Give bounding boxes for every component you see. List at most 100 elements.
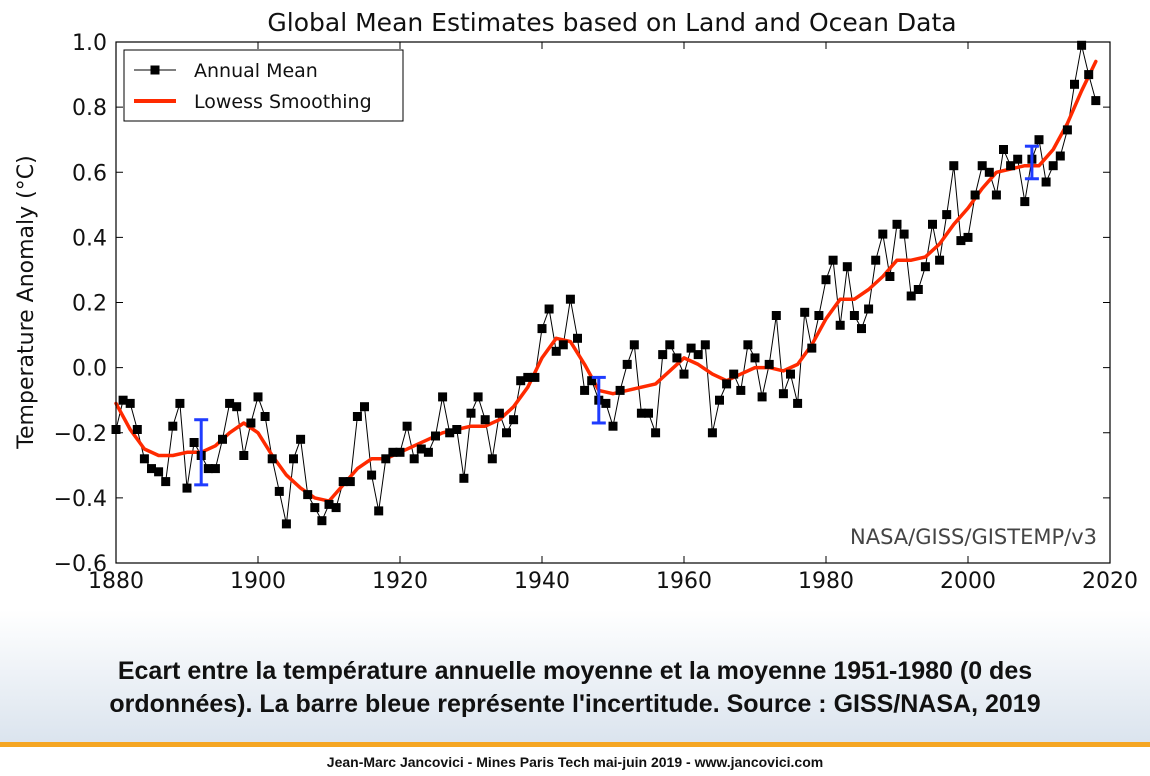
annual-mean-point (402, 421, 412, 431)
annual-mean-point (864, 304, 874, 314)
annual-mean-point (1055, 151, 1065, 161)
annual-mean-point (1020, 197, 1030, 207)
annual-mean-point (956, 236, 966, 246)
annual-mean-point (168, 421, 178, 431)
annual-mean-point (1034, 135, 1044, 145)
annual-mean-point (154, 467, 164, 477)
legend-box (123, 49, 404, 122)
annual-mean-point (821, 275, 831, 285)
legend-annual-label: Annual Mean (194, 60, 318, 82)
annual-mean-point (1077, 40, 1087, 50)
annual-mean-point (871, 255, 881, 265)
annual-mean-point (147, 464, 156, 474)
annual-mean-point (906, 291, 916, 301)
annual-mean-point (509, 415, 519, 425)
annual-mean-point (736, 385, 746, 395)
annual-mean-point (289, 454, 298, 464)
y-tick-label: −0.6 (54, 552, 107, 577)
annual-mean-point (551, 346, 561, 356)
annual-mean-point (857, 324, 866, 334)
annual-mean-point (636, 408, 646, 418)
annual-mean-point (310, 503, 320, 513)
annual-mean-point (892, 219, 902, 229)
annual-mean-point (729, 369, 739, 379)
annual-mean-point (452, 425, 462, 434)
annual-mean-point (317, 516, 327, 526)
annual-mean-point (1084, 70, 1094, 80)
annual-mean-point (175, 398, 185, 408)
uncertainty-bar (1024, 144, 1039, 181)
annual-mean-point (793, 398, 803, 408)
annual-mean-point (587, 376, 597, 386)
annual-mean-point (360, 402, 369, 412)
annual-mean-point (999, 145, 1008, 154)
annual-mean-point (494, 408, 504, 418)
chart-title: Global Mean Estimates based on Land and … (267, 8, 956, 37)
annual-mean-point (438, 392, 448, 402)
annual-mean-point (423, 447, 433, 457)
annual-mean-point (139, 454, 149, 464)
annual-mean-point (232, 402, 242, 412)
annual-mean-point (281, 519, 291, 529)
annual-mean-point (466, 408, 476, 418)
annual-mean-point (274, 486, 284, 496)
uncertainty-bar (591, 375, 606, 425)
x-tick-label: 1940 (514, 569, 570, 594)
annual-mean-point (828, 255, 838, 265)
annual-mean-point (445, 428, 455, 438)
y-tick-label: 0.2 (72, 292, 107, 317)
annual-mean-point (672, 353, 682, 363)
annual-mean-point (878, 229, 888, 239)
annual-mean-point (565, 294, 575, 304)
annual-mean-point (487, 454, 497, 464)
annual-mean-point (778, 389, 788, 399)
annual-mean-point (118, 395, 128, 405)
annual-mean-point (700, 340, 710, 350)
annual-mean-point (210, 464, 220, 474)
annual-mean-point (374, 506, 384, 516)
annual-mean-point (800, 307, 810, 317)
annual-mean-point (899, 229, 909, 239)
annual-mean-point (1048, 161, 1058, 171)
annual-mean-point (913, 285, 923, 294)
annual-mean-point (203, 464, 213, 474)
footer: Jean-Marc Jancovici - Mines Paris Tech m… (326, 754, 824, 770)
caption-band (0, 610, 1150, 742)
y-tick-label: −0.2 (54, 422, 107, 447)
x-tick-label: 2020 (1082, 569, 1138, 594)
annual-mean-point (679, 369, 689, 379)
annual-mean-point (260, 412, 270, 421)
annual-mean-point (1070, 79, 1079, 89)
plot-area (111, 40, 1101, 529)
y-tick-label: 0.8 (72, 96, 107, 121)
y-tick-label: 0.6 (72, 161, 107, 186)
annual-mean-point (920, 262, 930, 272)
annual-mean-point (949, 161, 959, 171)
annual-mean-point (722, 379, 732, 389)
annual-mean-point (984, 167, 994, 177)
annual-mean-point (218, 434, 227, 444)
y-tick-label: 0.4 (72, 226, 107, 251)
x-tick-label: 1920 (372, 569, 428, 594)
temperature-chart: Global Mean Estimates based on Land and … (14, 8, 1138, 594)
annual-mean-point (786, 369, 795, 379)
annual-mean-point (644, 408, 653, 418)
orange-divider (0, 742, 1150, 747)
annual-mean-point (885, 272, 895, 281)
annual-mean-point (764, 359, 774, 369)
annual-mean-point (367, 470, 377, 480)
annual-mean-point (431, 431, 440, 441)
annual-mean-point (651, 428, 661, 438)
annual-mean-point (771, 311, 781, 320)
annual-mean-point (537, 324, 547, 334)
annual-mean-point (963, 232, 973, 242)
annual-mean-point (381, 454, 391, 464)
annual-mean-point (459, 473, 469, 483)
annual-mean-point (715, 395, 724, 405)
annual-mean-point (480, 415, 490, 425)
caption: Ecart entre la température annuelle moye… (20, 655, 1130, 721)
source-annotation: NASA/GISS/GISTEMP/v3 (850, 525, 1097, 549)
x-tick-label: 1900 (230, 569, 286, 594)
annual-mean-point (523, 372, 533, 382)
annual-mean-point (239, 451, 249, 460)
